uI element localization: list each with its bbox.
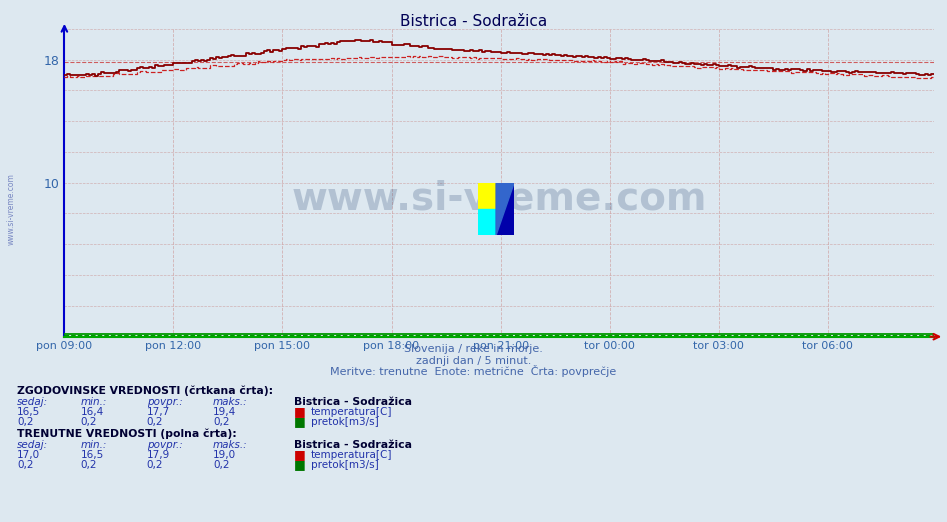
Text: Meritve: trenutne  Enote: metrične  Črta: povprečje: Meritve: trenutne Enote: metrične Črta: … — [331, 365, 616, 377]
Text: ZGODOVINSKE VREDNOSTI (črtkana črta):: ZGODOVINSKE VREDNOSTI (črtkana črta): — [17, 386, 273, 396]
Text: TRENUTNE VREDNOSTI (polna črta):: TRENUTNE VREDNOSTI (polna črta): — [17, 429, 237, 439]
Text: 0,2: 0,2 — [213, 417, 229, 427]
Text: temperatura[C]: temperatura[C] — [311, 407, 392, 417]
Text: Bistrica - Sodražica: Bistrica - Sodražica — [400, 14, 547, 29]
Text: ■: ■ — [294, 458, 305, 471]
Bar — [478, 209, 496, 235]
Text: sedaj:: sedaj: — [17, 397, 48, 407]
Text: 17,9: 17,9 — [147, 450, 170, 460]
Text: povpr.:: povpr.: — [147, 440, 183, 450]
Text: povpr.:: povpr.: — [147, 397, 183, 407]
Text: min.:: min.: — [80, 397, 107, 407]
Text: ■: ■ — [294, 405, 305, 418]
Text: ■: ■ — [294, 448, 305, 461]
Text: maks.:: maks.: — [213, 440, 248, 450]
Bar — [478, 183, 496, 209]
Text: pretok[m3/s]: pretok[m3/s] — [311, 417, 379, 427]
Text: temperatura[C]: temperatura[C] — [311, 450, 392, 460]
Text: ■: ■ — [294, 415, 305, 428]
Text: 0,2: 0,2 — [213, 460, 229, 470]
Text: zadnji dan / 5 minut.: zadnji dan / 5 minut. — [416, 356, 531, 366]
Text: maks.:: maks.: — [213, 397, 248, 407]
Text: 17,7: 17,7 — [147, 407, 170, 417]
Polygon shape — [496, 183, 514, 235]
Text: 17,0: 17,0 — [17, 450, 40, 460]
Text: 0,2: 0,2 — [17, 417, 33, 427]
Text: 19,0: 19,0 — [213, 450, 236, 460]
Text: 19,4: 19,4 — [213, 407, 237, 417]
Text: www.si-vreme.com: www.si-vreme.com — [292, 179, 706, 217]
Text: pretok[m3/s]: pretok[m3/s] — [311, 460, 379, 470]
Text: 0,2: 0,2 — [80, 460, 97, 470]
Text: 16,5: 16,5 — [80, 450, 104, 460]
Text: min.:: min.: — [80, 440, 107, 450]
Text: Bistrica - Sodražica: Bistrica - Sodražica — [294, 397, 412, 407]
Text: Bistrica - Sodražica: Bistrica - Sodražica — [294, 440, 412, 450]
Text: 16,4: 16,4 — [80, 407, 104, 417]
Text: 0,2: 0,2 — [17, 460, 33, 470]
Text: www.si-vreme.com: www.si-vreme.com — [7, 173, 16, 245]
Text: 16,5: 16,5 — [17, 407, 41, 417]
Polygon shape — [496, 183, 514, 235]
Text: 0,2: 0,2 — [147, 460, 163, 470]
Text: Slovenija / reke in morje.: Slovenija / reke in morje. — [404, 345, 543, 354]
Text: sedaj:: sedaj: — [17, 440, 48, 450]
Text: 0,2: 0,2 — [147, 417, 163, 427]
Text: 0,2: 0,2 — [80, 417, 97, 427]
